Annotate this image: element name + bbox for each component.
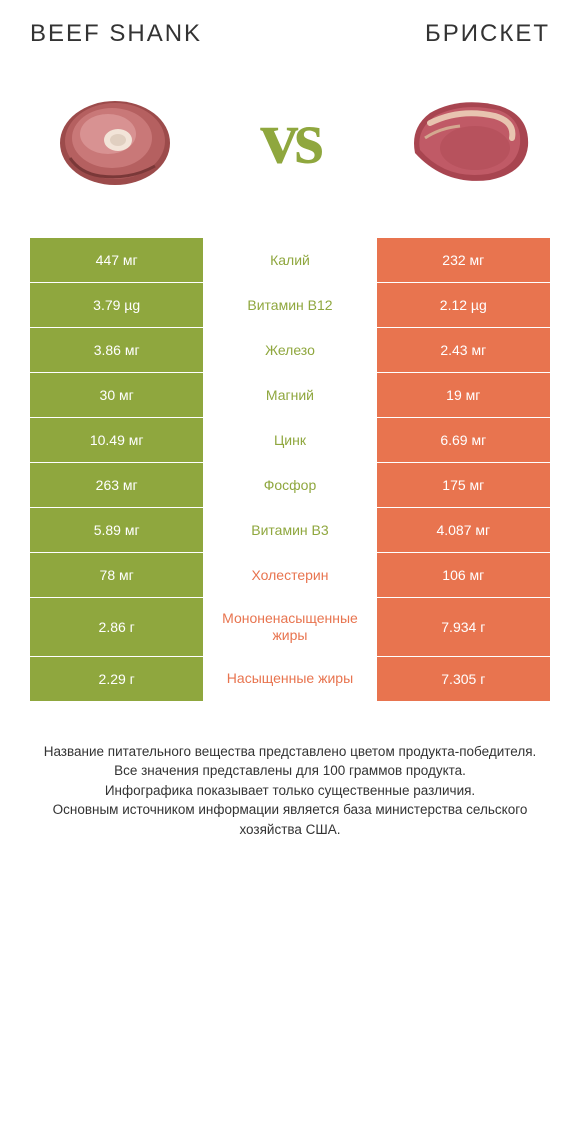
cell-right-value: 4.087 мг [377,508,550,552]
cell-right-value: 7.305 г [377,657,550,701]
cell-right-value: 2.43 мг [377,328,550,372]
table-row: 263 мгФосфор175 мг [30,463,550,508]
cell-nutrient-name: Железо [203,328,376,372]
table-row: 3.86 мгЖелезо2.43 мг [30,328,550,373]
cell-nutrient-name: Мононенасыщенные жиры [203,598,376,656]
footer-line: Инфографика показывает только существенн… [36,781,544,801]
table-row: 10.49 мгЦинк6.69 мг [30,418,550,463]
table-row: 2.86 гМононенасыщенные жиры7.934 г [30,598,550,657]
table-row: 2.29 гНасыщенные жиры7.305 г [30,657,550,702]
infographic-container: Beef shank Брискет vs 447 мгКалий232 мг3… [0,0,580,859]
cell-left-value: 263 мг [30,463,203,507]
beef-shank-image [40,78,190,198]
cell-nutrient-name: Холестерин [203,553,376,597]
title-left: Beef shank [30,20,202,48]
cell-nutrient-name: Витамин B12 [203,283,376,327]
cell-nutrient-name: Насыщенные жиры [203,657,376,701]
table-row: 5.89 мгВитамин B34.087 мг [30,508,550,553]
cell-right-value: 6.69 мг [377,418,550,462]
images-row: vs [30,78,550,198]
cell-right-value: 175 мг [377,463,550,507]
cell-right-value: 19 мг [377,373,550,417]
cell-nutrient-name: Фосфор [203,463,376,507]
titles-row: Beef shank Брискет [30,20,550,48]
cell-right-value: 232 мг [377,238,550,282]
cell-left-value: 3.79 µg [30,283,203,327]
vs-label: vs [260,95,320,182]
cell-left-value: 78 мг [30,553,203,597]
footer-line: Название питательного вещества представл… [36,742,544,762]
footer-line: Основным источником информации является … [36,800,544,839]
footer-line: Все значения представлены для 100 граммо… [36,761,544,781]
cell-left-value: 5.89 мг [30,508,203,552]
cell-nutrient-name: Цинк [203,418,376,462]
cell-nutrient-name: Витамин B3 [203,508,376,552]
cell-left-value: 447 мг [30,238,203,282]
table-row: 447 мгКалий232 мг [30,238,550,283]
cell-left-value: 30 мг [30,373,203,417]
nutrition-table: 447 мгКалий232 мг3.79 µgВитамин B122.12 … [30,238,550,702]
table-row: 3.79 µgВитамин B122.12 µg [30,283,550,328]
cell-left-value: 2.29 г [30,657,203,701]
cell-right-value: 106 мг [377,553,550,597]
cell-nutrient-name: Магний [203,373,376,417]
footer-text: Название питательного вещества представл… [30,742,550,840]
table-row: 78 мгХолестерин106 мг [30,553,550,598]
cell-left-value: 2.86 г [30,598,203,656]
cell-left-value: 10.49 мг [30,418,203,462]
cell-right-value: 7.934 г [377,598,550,656]
cell-left-value: 3.86 мг [30,328,203,372]
title-right: Брискет [425,20,550,48]
table-row: 30 мгМагний19 мг [30,373,550,418]
brisket-image [390,78,540,198]
cell-right-value: 2.12 µg [377,283,550,327]
cell-nutrient-name: Калий [203,238,376,282]
